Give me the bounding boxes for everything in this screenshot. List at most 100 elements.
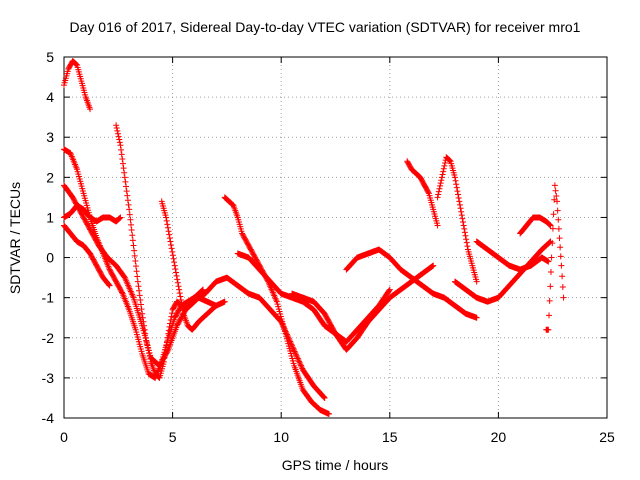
data-point-trace-g (177, 293, 184, 300)
y-tick-label: 2 (46, 169, 54, 185)
data-point-trace-n (453, 184, 460, 191)
data-point-trace-f (136, 292, 143, 299)
data-point-trace-f (126, 211, 133, 218)
data-point-trace-f (140, 318, 147, 325)
data-point-trace-f (113, 125, 120, 132)
data-point-trace-g (179, 307, 186, 314)
data-point-trace-n (461, 225, 468, 232)
data-point-trace-n (463, 236, 470, 243)
data-point-trace-q (546, 221, 553, 228)
data-point-trace-f (116, 136, 123, 143)
x-axis-label: GPS time / hours (282, 457, 389, 473)
data-point-trace-p (545, 258, 552, 265)
x-tick-label: 0 (60, 429, 68, 445)
data-point-trace-n (451, 174, 458, 181)
data-point-trace-f (131, 252, 138, 259)
x-tick-label: 5 (169, 429, 177, 445)
data-point-trace-n (446, 157, 453, 164)
data-point-trace-r (551, 182, 558, 189)
data-point-trace-f (119, 160, 126, 167)
data-point-trace-f (122, 178, 129, 185)
data-point-trace-h (320, 393, 327, 400)
data-point-trace-n (441, 162, 448, 169)
data-point-trace-n (460, 222, 467, 229)
data-point-trace-g (167, 238, 174, 245)
data-point-trace-j (386, 287, 393, 294)
data-point-trace-g (169, 252, 176, 259)
data-point-trace-n (455, 194, 462, 201)
data-point-trace-h (292, 349, 299, 356)
data-point-trace-f (123, 188, 130, 195)
grid (64, 57, 607, 418)
data-point-trace-g (170, 255, 177, 262)
data-point-trace-h (290, 347, 297, 354)
data-point-trace-n (460, 219, 467, 226)
data-point-trace-r (555, 216, 562, 223)
data-point-trace-g (171, 262, 178, 269)
data-point-trace-f (167, 317, 174, 324)
data-point-trace-d (116, 215, 123, 222)
data-point-trace-g (176, 286, 183, 293)
data-point-trace-n (437, 180, 444, 187)
data-point-trace-h (294, 355, 301, 362)
data-point-trace-f (165, 330, 172, 337)
data-point-trace-f (137, 296, 144, 303)
data-point-trace-f (142, 330, 149, 337)
data-point-trace-f (124, 192, 131, 199)
data-point-trace-g (221, 298, 228, 305)
data-point-trace-g (166, 231, 173, 238)
data-point-trace-r (550, 211, 557, 218)
data-point-trace-f (131, 247, 138, 254)
x-tick-label: 20 (491, 429, 507, 445)
data-point-trace-f (164, 338, 171, 345)
data-point-trace-a (87, 106, 94, 113)
data-point-trace-n (456, 198, 463, 205)
data-point-trace-q (547, 222, 554, 229)
data-point-trace-f (165, 327, 172, 334)
data-point-trace-n (452, 177, 459, 184)
data-point-trace-f (128, 227, 135, 234)
data-point-trace-n (437, 182, 444, 189)
data-point-trace-j (386, 286, 393, 293)
data-point-trace-f (163, 342, 170, 349)
y-tick-labels: -4 -3 -2 -1 0 1 2 3 4 5 (42, 49, 55, 426)
data-point-trace-r (552, 187, 559, 194)
data-point-trace-n (455, 191, 462, 198)
data-point-trace-h (297, 361, 304, 368)
data-point-trace-f (113, 122, 120, 129)
data-point-trace-f (144, 341, 151, 348)
data-point-trace-f (143, 338, 150, 345)
data-point-trace-g (168, 241, 175, 248)
data-point-trace-f (114, 130, 121, 137)
data-point-trace-h (292, 351, 299, 358)
data-point-trace-f (134, 278, 141, 285)
y-tick-label: -1 (42, 290, 55, 306)
data-point-trace-r (545, 326, 552, 333)
data-point-trace-h (289, 344, 296, 351)
data-point-trace-g (174, 276, 181, 283)
data-points (61, 58, 567, 417)
data-point-trace-g (177, 296, 184, 303)
data-point-trace-f (142, 334, 149, 341)
data-point-trace-f (146, 353, 153, 360)
data-point-trace-f (118, 146, 125, 153)
data-point-trace-r (547, 268, 554, 275)
data-point-trace-f (145, 347, 152, 354)
data-point-trace-g (173, 272, 180, 279)
data-point-trace-f (121, 174, 128, 181)
data-point-trace-f (164, 334, 171, 341)
data-point-trace-r (554, 198, 561, 205)
data-point-trace-f (132, 257, 139, 264)
data-point-trace-n (438, 174, 445, 181)
data-point-trace-f (135, 283, 142, 290)
data-point-trace-n (440, 168, 447, 175)
data-point-trace-f (134, 273, 141, 280)
data-point-trace-f (167, 320, 174, 327)
data-point-trace-n (446, 157, 453, 164)
data-point-trace-n (464, 243, 471, 250)
data-point-trace-g (163, 217, 170, 224)
data-point-trace-f (146, 350, 153, 357)
data-point-trace-r (547, 283, 554, 290)
data-point-trace-f (127, 216, 134, 223)
